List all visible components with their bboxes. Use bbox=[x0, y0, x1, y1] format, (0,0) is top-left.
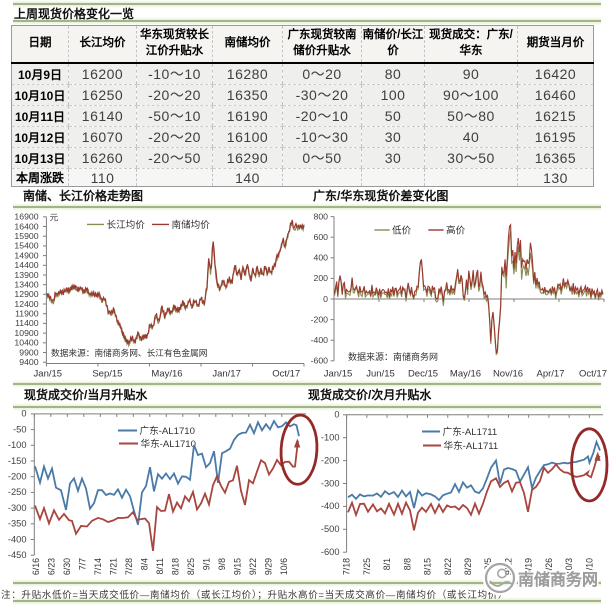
svg-text:Apr/17: Apr/17 bbox=[537, 369, 565, 380]
svg-text:9400: 9400 bbox=[19, 357, 38, 367]
svg-text:-600: -600 bbox=[311, 356, 329, 366]
svg-text:10400: 10400 bbox=[14, 338, 38, 348]
svg-text:400: 400 bbox=[314, 253, 329, 263]
svg-text:-300: -300 bbox=[8, 503, 27, 513]
svg-text:Jan/17: Jan/17 bbox=[212, 369, 241, 380]
svg-text:800: 800 bbox=[314, 211, 329, 221]
svg-text:8/15: 8/15 bbox=[423, 558, 433, 575]
svg-text:-600: -600 bbox=[321, 547, 340, 557]
svg-text:11400: 11400 bbox=[15, 318, 39, 328]
svg-text:11900: 11900 bbox=[15, 309, 39, 319]
svg-text:9/29: 9/29 bbox=[264, 558, 274, 575]
svg-text:200: 200 bbox=[314, 273, 329, 283]
svg-text:数据来源：南储商务网: 数据来源：南储商务网 bbox=[348, 351, 438, 362]
svg-text:9/26: 9/26 bbox=[544, 558, 554, 575]
svg-text:9900: 9900 bbox=[19, 347, 38, 357]
svg-text:广东-AL1710: 广东-AL1710 bbox=[140, 425, 195, 437]
svg-text:-500: -500 bbox=[321, 524, 340, 534]
svg-text:数据来源：南储商务网、长江有色金属网: 数据来源：南储商务网、长江有色金属网 bbox=[51, 347, 207, 358]
svg-text:华东-AL1710: 华东-AL1710 bbox=[141, 438, 196, 450]
svg-text:6/16: 6/16 bbox=[31, 558, 41, 575]
svg-text:低价: 低价 bbox=[392, 225, 412, 237]
svg-text:7/18: 7/18 bbox=[342, 558, 352, 575]
svg-text:10/3: 10/3 bbox=[564, 558, 574, 575]
svg-text:-450: -450 bbox=[8, 550, 27, 560]
svg-text:-250: -250 bbox=[8, 487, 27, 497]
svg-text:-300: -300 bbox=[321, 478, 340, 488]
svg-text:Nov/16: Nov/16 bbox=[493, 369, 523, 380]
svg-text:600: 600 bbox=[314, 232, 329, 242]
svg-text:-350: -350 bbox=[8, 519, 27, 529]
svg-text:7/21: 7/21 bbox=[109, 558, 119, 575]
svg-text:9/5: 9/5 bbox=[483, 558, 493, 570]
svg-text:12900: 12900 bbox=[14, 289, 38, 299]
svg-text:-100: -100 bbox=[8, 440, 27, 450]
svg-text:Jun/15: Jun/15 bbox=[366, 369, 395, 380]
svg-text:广东-AL1711: 广东-AL1711 bbox=[443, 426, 498, 438]
svg-text:15400: 15400 bbox=[14, 241, 38, 251]
svg-text:13400: 13400 bbox=[14, 280, 38, 290]
svg-text:高价: 高价 bbox=[446, 225, 466, 237]
svg-text:13900: 13900 bbox=[14, 270, 38, 280]
svg-text:Sep/15: Sep/15 bbox=[92, 369, 122, 380]
svg-text:Dec/15: Dec/15 bbox=[408, 369, 438, 380]
svg-text:-400: -400 bbox=[8, 534, 27, 544]
svg-text:-50: -50 bbox=[13, 424, 26, 434]
svg-text:14900: 14900 bbox=[14, 250, 38, 260]
svg-text:9/15: 9/15 bbox=[233, 558, 243, 575]
svg-text:南储商务网: 南储商务网 bbox=[518, 570, 598, 589]
svg-text:8/1: 8/1 bbox=[382, 558, 392, 570]
svg-text:南储均价: 南储均价 bbox=[172, 219, 211, 231]
svg-text:May/16: May/16 bbox=[450, 369, 481, 380]
svg-text:-400: -400 bbox=[311, 335, 329, 345]
svg-text:-200: -200 bbox=[321, 455, 340, 465]
svg-text:7/28: 7/28 bbox=[124, 558, 134, 575]
svg-text:Oct/17: Oct/17 bbox=[579, 369, 607, 380]
svg-text:-200: -200 bbox=[8, 472, 27, 482]
svg-text:10900: 10900 bbox=[14, 328, 38, 338]
svg-text:7/7: 7/7 bbox=[78, 558, 88, 570]
svg-text:15900: 15900 bbox=[14, 231, 38, 241]
svg-text:16400: 16400 bbox=[14, 221, 38, 231]
svg-text:9/22: 9/22 bbox=[248, 558, 258, 575]
svg-text:14400: 14400 bbox=[14, 260, 38, 270]
svg-text:-400: -400 bbox=[321, 501, 340, 511]
svg-text:Oct/17: Oct/17 bbox=[272, 369, 300, 380]
svg-text:0: 0 bbox=[323, 294, 328, 304]
svg-text:10/10: 10/10 bbox=[584, 558, 594, 580]
svg-text:9/19: 9/19 bbox=[524, 558, 534, 575]
svg-text:7/25: 7/25 bbox=[362, 558, 372, 575]
svg-text:12400: 12400 bbox=[14, 299, 38, 309]
svg-text:8/25: 8/25 bbox=[186, 558, 196, 575]
svg-text:华东-AL1711: 华东-AL1711 bbox=[444, 440, 499, 452]
svg-text:16900: 16900 bbox=[14, 212, 38, 222]
svg-text:9/1: 9/1 bbox=[202, 558, 212, 570]
svg-text:南储商务网: 南储商务网 bbox=[518, 570, 598, 589]
svg-text:10/6: 10/6 bbox=[279, 558, 289, 575]
svg-text:8/29: 8/29 bbox=[463, 558, 473, 575]
svg-text:元: 元 bbox=[50, 213, 59, 223]
svg-text:长江均价: 长江均价 bbox=[107, 219, 146, 231]
svg-text:Jan/15: Jan/15 bbox=[324, 369, 353, 380]
svg-text:8/4: 8/4 bbox=[140, 558, 150, 570]
svg-text:6/23: 6/23 bbox=[47, 558, 57, 575]
svg-text:0: 0 bbox=[21, 409, 26, 419]
svg-text:6/30: 6/30 bbox=[62, 558, 72, 575]
svg-text:May/16: May/16 bbox=[151, 369, 182, 380]
svg-text:7/14: 7/14 bbox=[93, 558, 103, 575]
svg-text:8/22: 8/22 bbox=[443, 558, 453, 575]
svg-text:-150: -150 bbox=[8, 456, 27, 466]
svg-text:8/11: 8/11 bbox=[155, 558, 165, 575]
svg-text:-100: -100 bbox=[321, 433, 340, 443]
svg-text:0: 0 bbox=[334, 410, 339, 420]
svg-text:-200: -200 bbox=[311, 314, 329, 324]
svg-text:Jan/15: Jan/15 bbox=[34, 369, 63, 380]
svg-text:8/8: 8/8 bbox=[402, 558, 412, 570]
svg-text:9/8: 9/8 bbox=[217, 558, 227, 570]
svg-text:8/18: 8/18 bbox=[171, 558, 181, 575]
